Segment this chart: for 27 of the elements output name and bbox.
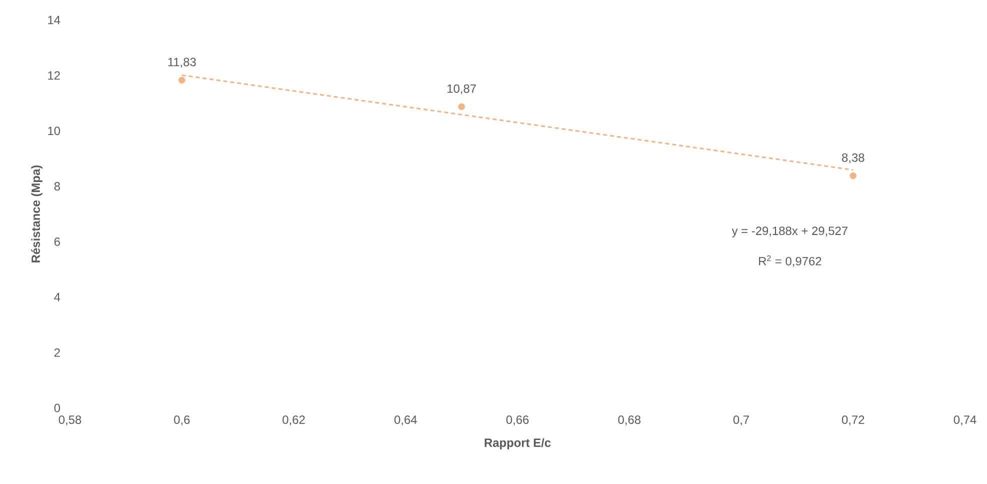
- data-label: 11,83: [168, 58, 196, 68]
- x-tick-label: 0,58: [58, 416, 82, 426]
- x-tick-label: 0,72: [842, 416, 864, 426]
- annotation: y = -29,188x + 29,527: [732, 226, 848, 238]
- x-tick-label: 0,7: [733, 416, 749, 426]
- point: [178, 76, 186, 84]
- x-tick-label: 0,62: [282, 416, 305, 426]
- y-tick-label: 6: [54, 237, 60, 246]
- y-axis-title: Résistance (Mpa): [31, 165, 42, 262]
- point: [850, 172, 857, 180]
- x-tick-label: 0,66: [506, 416, 529, 426]
- x-tick-label: 0,68: [618, 416, 640, 426]
- y-tick-label: 8: [54, 182, 60, 191]
- annotation: R$^{2}$ = 0,9762: [759, 255, 822, 267]
- y-tick-label: 10: [48, 126, 60, 136]
- point: [458, 103, 465, 110]
- y-tick-label: 2: [54, 348, 60, 357]
- data-label: 10,87: [448, 84, 476, 94]
- y-tick-label: 4: [54, 293, 60, 302]
- y-tick-label: 12: [48, 71, 60, 80]
- x-axis-title: Rapport E/c: [484, 438, 551, 450]
- x-tick-label: 0,64: [394, 416, 417, 426]
- data-label: 8,38: [842, 153, 864, 164]
- x-tick-label: 0,74: [954, 416, 976, 426]
- y-tick-label: 0: [54, 404, 60, 412]
- x-tick-label: 0,6: [174, 416, 190, 426]
- y-tick-label: 14: [48, 16, 60, 24]
